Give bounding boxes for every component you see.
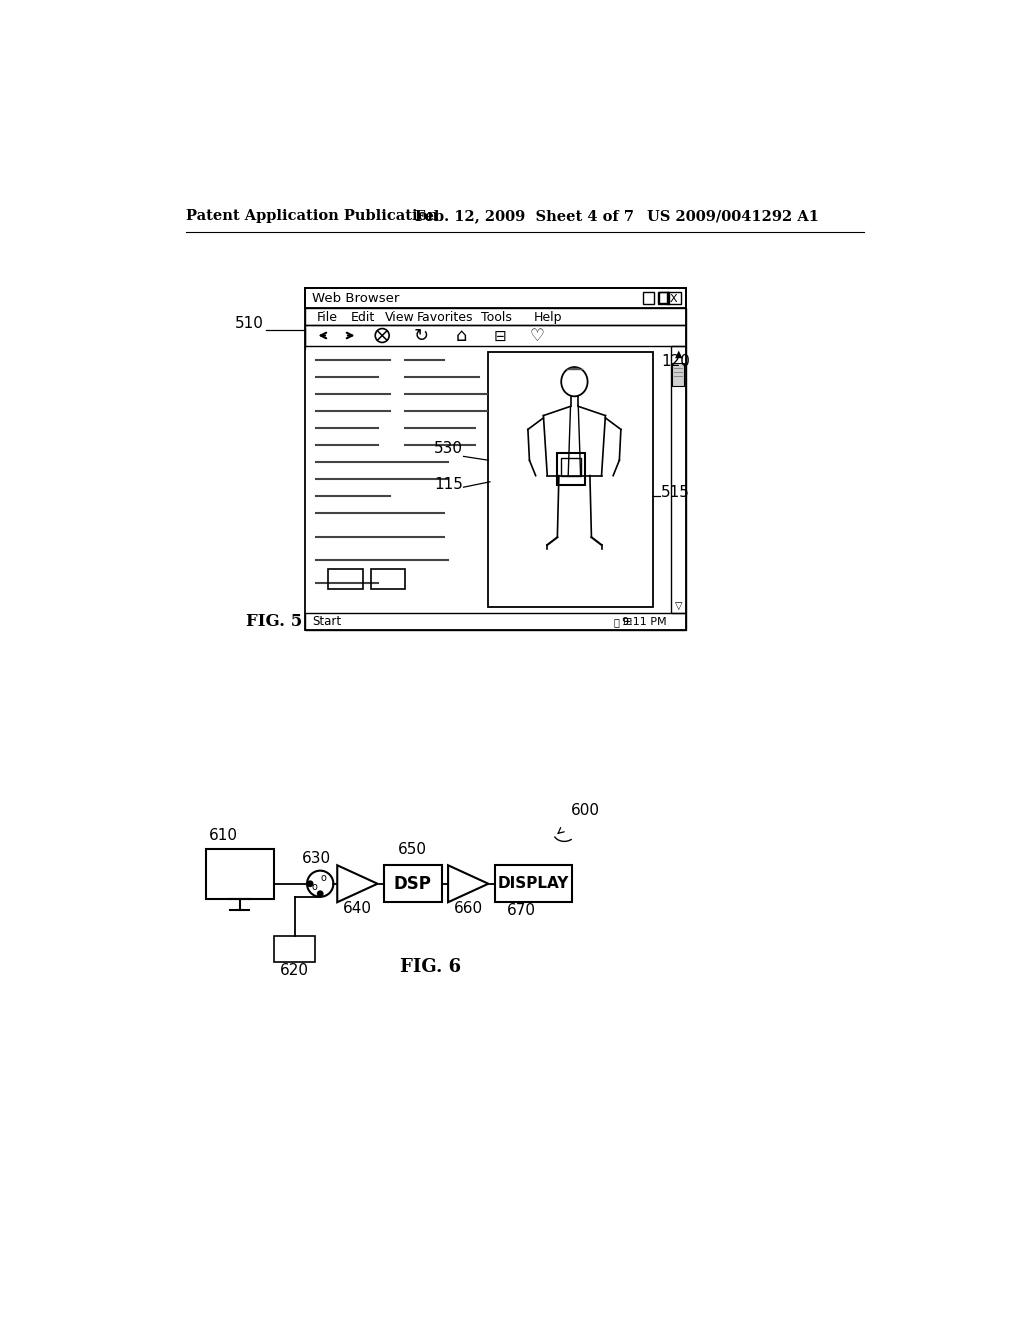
Text: ↻: ↻ (414, 327, 428, 346)
Text: o: o (321, 873, 327, 883)
Text: DISPLAY: DISPLAY (498, 876, 569, 891)
Text: ♡: ♡ (529, 327, 545, 346)
Text: Start: Start (312, 615, 342, 628)
Circle shape (317, 891, 323, 896)
Text: Help: Help (534, 310, 562, 323)
Bar (274, 936, 314, 962)
Text: 640: 640 (343, 902, 372, 916)
Bar (305, 288, 686, 308)
Text: View: View (385, 310, 415, 323)
Bar (328, 569, 362, 589)
Bar (371, 569, 406, 589)
Bar (561, 458, 582, 477)
Text: Tools: Tools (481, 310, 512, 323)
Text: Web Browser: Web Browser (312, 292, 399, 305)
Text: 650: 650 (398, 842, 427, 858)
Bar (671, 346, 686, 614)
Text: 115: 115 (434, 478, 463, 492)
Text: ⊟: ⊟ (494, 329, 507, 343)
Bar (305, 288, 686, 631)
Bar (557, 453, 586, 484)
Text: 630: 630 (302, 851, 331, 866)
Text: Feb. 12, 2009  Sheet 4 of 7: Feb. 12, 2009 Sheet 4 of 7 (415, 209, 634, 223)
Text: ▽: ▽ (675, 601, 682, 611)
Text: FIG. 5: FIG. 5 (246, 614, 302, 631)
Text: 670: 670 (507, 903, 537, 917)
Bar (495, 866, 572, 903)
Text: Edit: Edit (351, 310, 376, 323)
Bar (305, 308, 686, 325)
Bar (658, 293, 669, 304)
Text: ⊞: ⊞ (624, 616, 633, 627)
Text: 120: 120 (662, 354, 690, 370)
Bar (206, 849, 273, 899)
Text: US 2009/0041292 A1: US 2009/0041292 A1 (647, 209, 819, 223)
Text: Patent Application Publication: Patent Application Publication (186, 209, 438, 223)
Text: File: File (316, 310, 337, 323)
Text: 9:11 PM: 9:11 PM (622, 616, 667, 627)
Text: 515: 515 (662, 486, 690, 500)
Text: ⌂: ⌂ (456, 327, 467, 346)
Text: 510: 510 (234, 315, 263, 331)
Text: FIG. 6: FIG. 6 (399, 958, 461, 977)
Text: 🔊: 🔊 (613, 616, 620, 627)
Bar (658, 292, 669, 304)
Bar (488, 352, 653, 607)
Text: 660: 660 (454, 902, 482, 916)
Circle shape (307, 880, 313, 887)
Bar (384, 866, 442, 903)
Bar (672, 363, 684, 387)
Text: DSP: DSP (393, 875, 431, 892)
Bar (305, 325, 686, 346)
Text: o: o (311, 882, 317, 892)
Bar (668, 292, 681, 304)
Text: ▲: ▲ (675, 348, 682, 359)
Text: 530: 530 (434, 441, 463, 457)
Text: 610: 610 (209, 828, 239, 842)
Bar (643, 292, 654, 304)
Text: 600: 600 (570, 803, 599, 818)
Text: 620: 620 (281, 962, 309, 978)
Bar (305, 614, 686, 631)
Text: X: X (670, 293, 678, 304)
Text: Favorites: Favorites (417, 310, 473, 323)
